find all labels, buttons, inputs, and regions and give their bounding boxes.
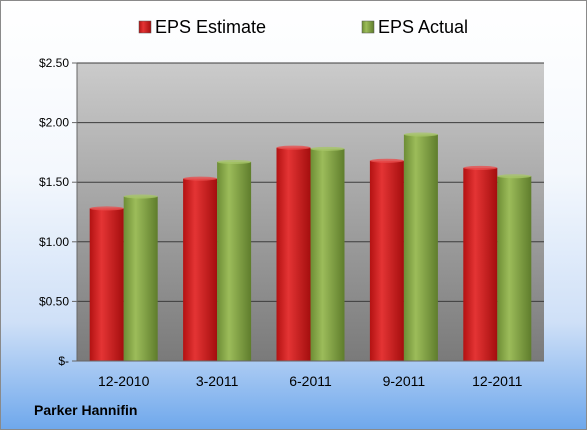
estimate-bar-cap (89, 206, 124, 211)
estimate-bar-cap (183, 176, 218, 181)
x-axis: 12-2010 3-2011 6-2011 9-2011 12-2011 (77, 360, 544, 389)
estimate-bar-cap (276, 145, 311, 150)
y-tick-label: $1.00 (39, 235, 69, 249)
estimate-bar (276, 147, 311, 361)
estimate-bar-cap (369, 158, 404, 163)
y-tick-label: $- (58, 354, 69, 368)
x-tick-label: 12-2011 (472, 373, 523, 389)
x-tick-label: 6-2011 (289, 373, 332, 389)
legend-estimate-swatch (138, 20, 152, 34)
company-name: Parker Hannifin (34, 402, 138, 418)
legend-estimate-label: EPS Estimate (155, 17, 266, 37)
y-tick-label: $1.50 (39, 175, 69, 189)
x-tick-label: 3-2011 (196, 373, 239, 389)
actual-bar-cap (497, 174, 532, 179)
actual-bar-cap (123, 194, 158, 199)
y-tick-label: $2.50 (39, 56, 69, 70)
legend-actual-swatch (361, 20, 375, 34)
legend: EPS Estimate EPS Actual (138, 17, 468, 37)
actual-bar-cap (403, 132, 438, 137)
estimate-bar (89, 208, 124, 361)
actual-bar (217, 161, 252, 361)
y-tick-label: $2.00 (39, 116, 69, 130)
actual-bar (497, 176, 532, 361)
actual-bar-cap (217, 159, 252, 164)
y-tick-label: $0.50 (39, 294, 69, 308)
estimate-bar (369, 160, 404, 361)
estimate-bar-cap (463, 165, 498, 170)
actual-bar (310, 148, 345, 361)
actual-bar-cap (310, 146, 345, 151)
x-tick-label: 9-2011 (383, 373, 426, 389)
estimate-bar (463, 167, 498, 361)
estimate-bar (183, 178, 218, 361)
x-tick-label: 12-2010 (98, 373, 150, 389)
bars (89, 132, 532, 361)
actual-bar (403, 134, 438, 361)
actual-bar (123, 196, 158, 361)
legend-actual-label: EPS Actual (378, 17, 468, 37)
y-axis: $- $0.50 $1.00 $1.50 $2.00 $2.50 (39, 56, 78, 368)
